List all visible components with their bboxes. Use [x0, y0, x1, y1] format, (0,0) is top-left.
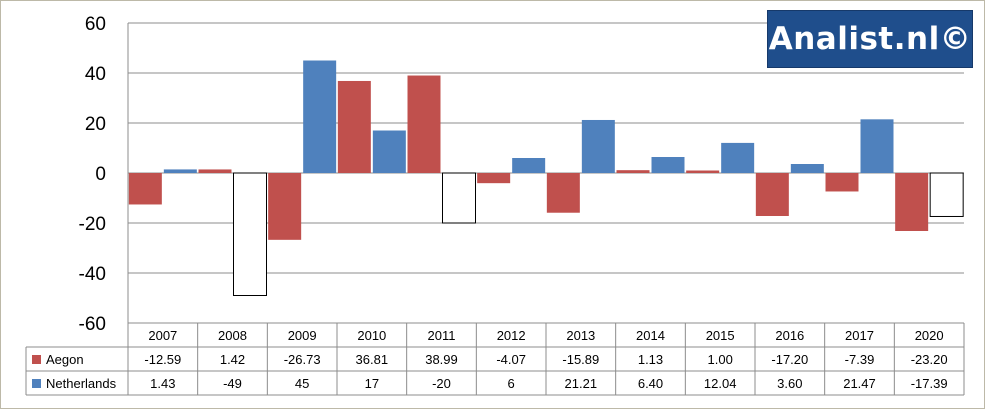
bar-aegon-2012 — [477, 173, 511, 184]
data-label-netherlands: -49 — [223, 376, 242, 391]
data-label-aegon: -7.39 — [845, 352, 875, 367]
data-label-aegon: 36.81 — [356, 352, 389, 367]
bar-aegon-2010 — [337, 80, 371, 173]
data-label-aegon: 38.99 — [425, 352, 458, 367]
bar-netherlands-2016 — [790, 164, 824, 173]
bar-aegon-2017 — [825, 173, 859, 192]
legend-swatch-aegon — [32, 355, 41, 364]
y-tick-label: -20 — [79, 214, 106, 235]
logo-text: Analist.nl© — [768, 21, 972, 57]
category-label: 2014 — [636, 328, 665, 343]
data-label-aegon: -4.07 — [496, 352, 526, 367]
legend-swatch-netherlands — [32, 379, 41, 388]
data-label-netherlands: 21.47 — [843, 376, 876, 391]
data-label-netherlands: 12.04 — [704, 376, 737, 391]
y-tick-label: -60 — [79, 314, 106, 335]
bar-netherlands-2017 — [860, 119, 894, 173]
data-label-netherlands: 21.21 — [565, 376, 598, 391]
data-label-netherlands: -17.39 — [911, 376, 948, 391]
y-tick-label: 60 — [85, 14, 106, 35]
bar-aegon-2013 — [546, 173, 580, 213]
data-label-aegon: -15.89 — [562, 352, 599, 367]
data-label-netherlands: 17 — [365, 376, 379, 391]
y-tick-label: -40 — [79, 264, 106, 285]
category-label: 2017 — [845, 328, 874, 343]
bar-aegon-2014 — [616, 170, 650, 173]
legend-label-aegon: Aegon — [46, 352, 84, 367]
category-label: 2011 — [428, 328, 456, 343]
bar-aegon-2016 — [755, 173, 789, 216]
data-label-aegon: -12.59 — [144, 352, 181, 367]
bar-aegon-2020 — [895, 173, 929, 231]
data-label-aegon: -26.73 — [284, 352, 321, 367]
bar-netherlands-2014 — [651, 157, 685, 173]
y-tick-label: 40 — [85, 64, 106, 85]
category-label: 2013 — [566, 328, 595, 343]
data-label-aegon: 1.13 — [638, 352, 663, 367]
bar-netherlands-2009 — [303, 60, 337, 173]
bar-netherlands-2007 — [163, 169, 197, 173]
data-label-aegon: -23.20 — [911, 352, 948, 367]
category-label: 2012 — [497, 328, 526, 343]
data-label-netherlands: 1.43 — [150, 376, 175, 391]
category-label: 2015 — [706, 328, 735, 343]
bar-netherlands-2011 — [442, 172, 476, 224]
bar-netherlands-2008 — [233, 172, 267, 296]
data-label-netherlands: 6.40 — [638, 376, 663, 391]
analist-logo: Analist.nl© — [767, 10, 973, 68]
legend-label-netherlands: Netherlands — [46, 376, 117, 391]
category-label: 2008 — [218, 328, 247, 343]
bar-netherlands-2020 — [929, 172, 964, 217]
bar-aegon-2011 — [407, 75, 441, 173]
bar-netherlands-2012 — [512, 158, 546, 173]
category-label: 2007 — [148, 328, 177, 343]
bar-netherlands-2010 — [372, 130, 406, 173]
y-tick-label: 20 — [85, 114, 106, 135]
bar-aegon-2007 — [128, 173, 162, 205]
bar-aegon-2015 — [686, 170, 720, 173]
bar-netherlands-2015 — [721, 142, 755, 173]
category-label: 2016 — [775, 328, 804, 343]
data-label-aegon: 1.42 — [220, 352, 245, 367]
data-label-netherlands: -20 — [432, 376, 451, 391]
data-label-aegon: 1.00 — [708, 352, 733, 367]
bar-netherlands-2013 — [581, 119, 615, 173]
data-label-netherlands: 45 — [295, 376, 309, 391]
data-label-aegon: -17.20 — [771, 352, 808, 367]
data-label-netherlands: 3.60 — [777, 376, 802, 391]
category-label: 2020 — [915, 328, 944, 343]
data-label-netherlands: 6 — [508, 376, 515, 391]
bar-aegon-2008 — [198, 169, 232, 173]
category-label: 2009 — [288, 328, 317, 343]
y-tick-label: 0 — [95, 164, 106, 185]
bar-aegon-2009 — [268, 173, 302, 240]
category-label: 2010 — [357, 328, 386, 343]
